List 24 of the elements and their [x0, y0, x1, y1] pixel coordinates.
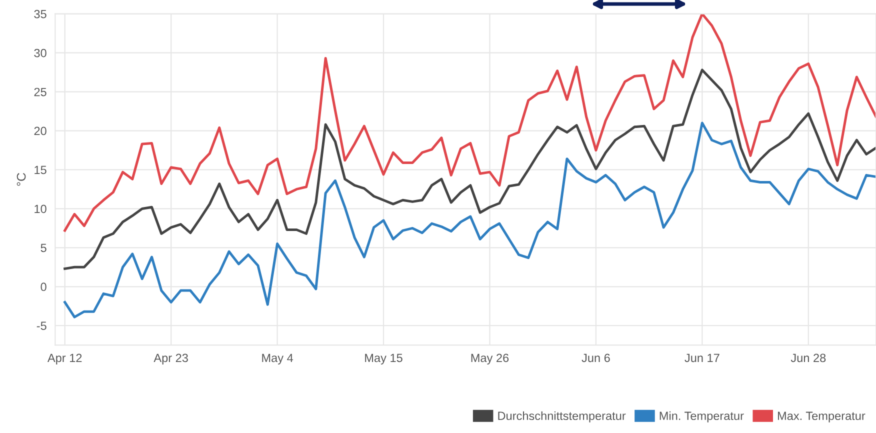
x-tick-label: May 4: [262, 354, 294, 364]
legend-label: Min. Temperatur: [660, 411, 744, 422]
x-tick-label: Apr 23: [154, 354, 188, 364]
x-tick-label: Jun 6: [582, 354, 610, 362]
y-tick-label: -5: [36, 322, 46, 330]
y-axis-title: °C: [16, 172, 26, 186]
x-tick-label: May 15: [365, 354, 402, 364]
x-tick-label: Apr 12: [47, 354, 82, 364]
line-series: [64, 14, 876, 232]
y-tick-label: 10: [34, 204, 46, 214]
line-series: [64, 68, 876, 270]
y-tick-label: 15: [34, 166, 46, 174]
y-tick-label: 25: [34, 88, 46, 96]
x-tick-label: Jun 17: [684, 354, 720, 362]
line-series: [64, 122, 876, 318]
legend-label: Durchschnittstemperatur: [498, 411, 626, 422]
y-tick-label: 0: [40, 282, 46, 292]
y-tick-label: 20: [34, 126, 46, 136]
x-tick-label: May 26: [471, 354, 509, 364]
legend-label: Max. Temperatur: [778, 412, 866, 422]
y-tick-label: 30: [34, 48, 46, 58]
y-tick-label: 35: [34, 10, 46, 18]
x-tick-label: Jun 28: [790, 354, 826, 362]
y-tick-label: 5: [40, 244, 46, 252]
